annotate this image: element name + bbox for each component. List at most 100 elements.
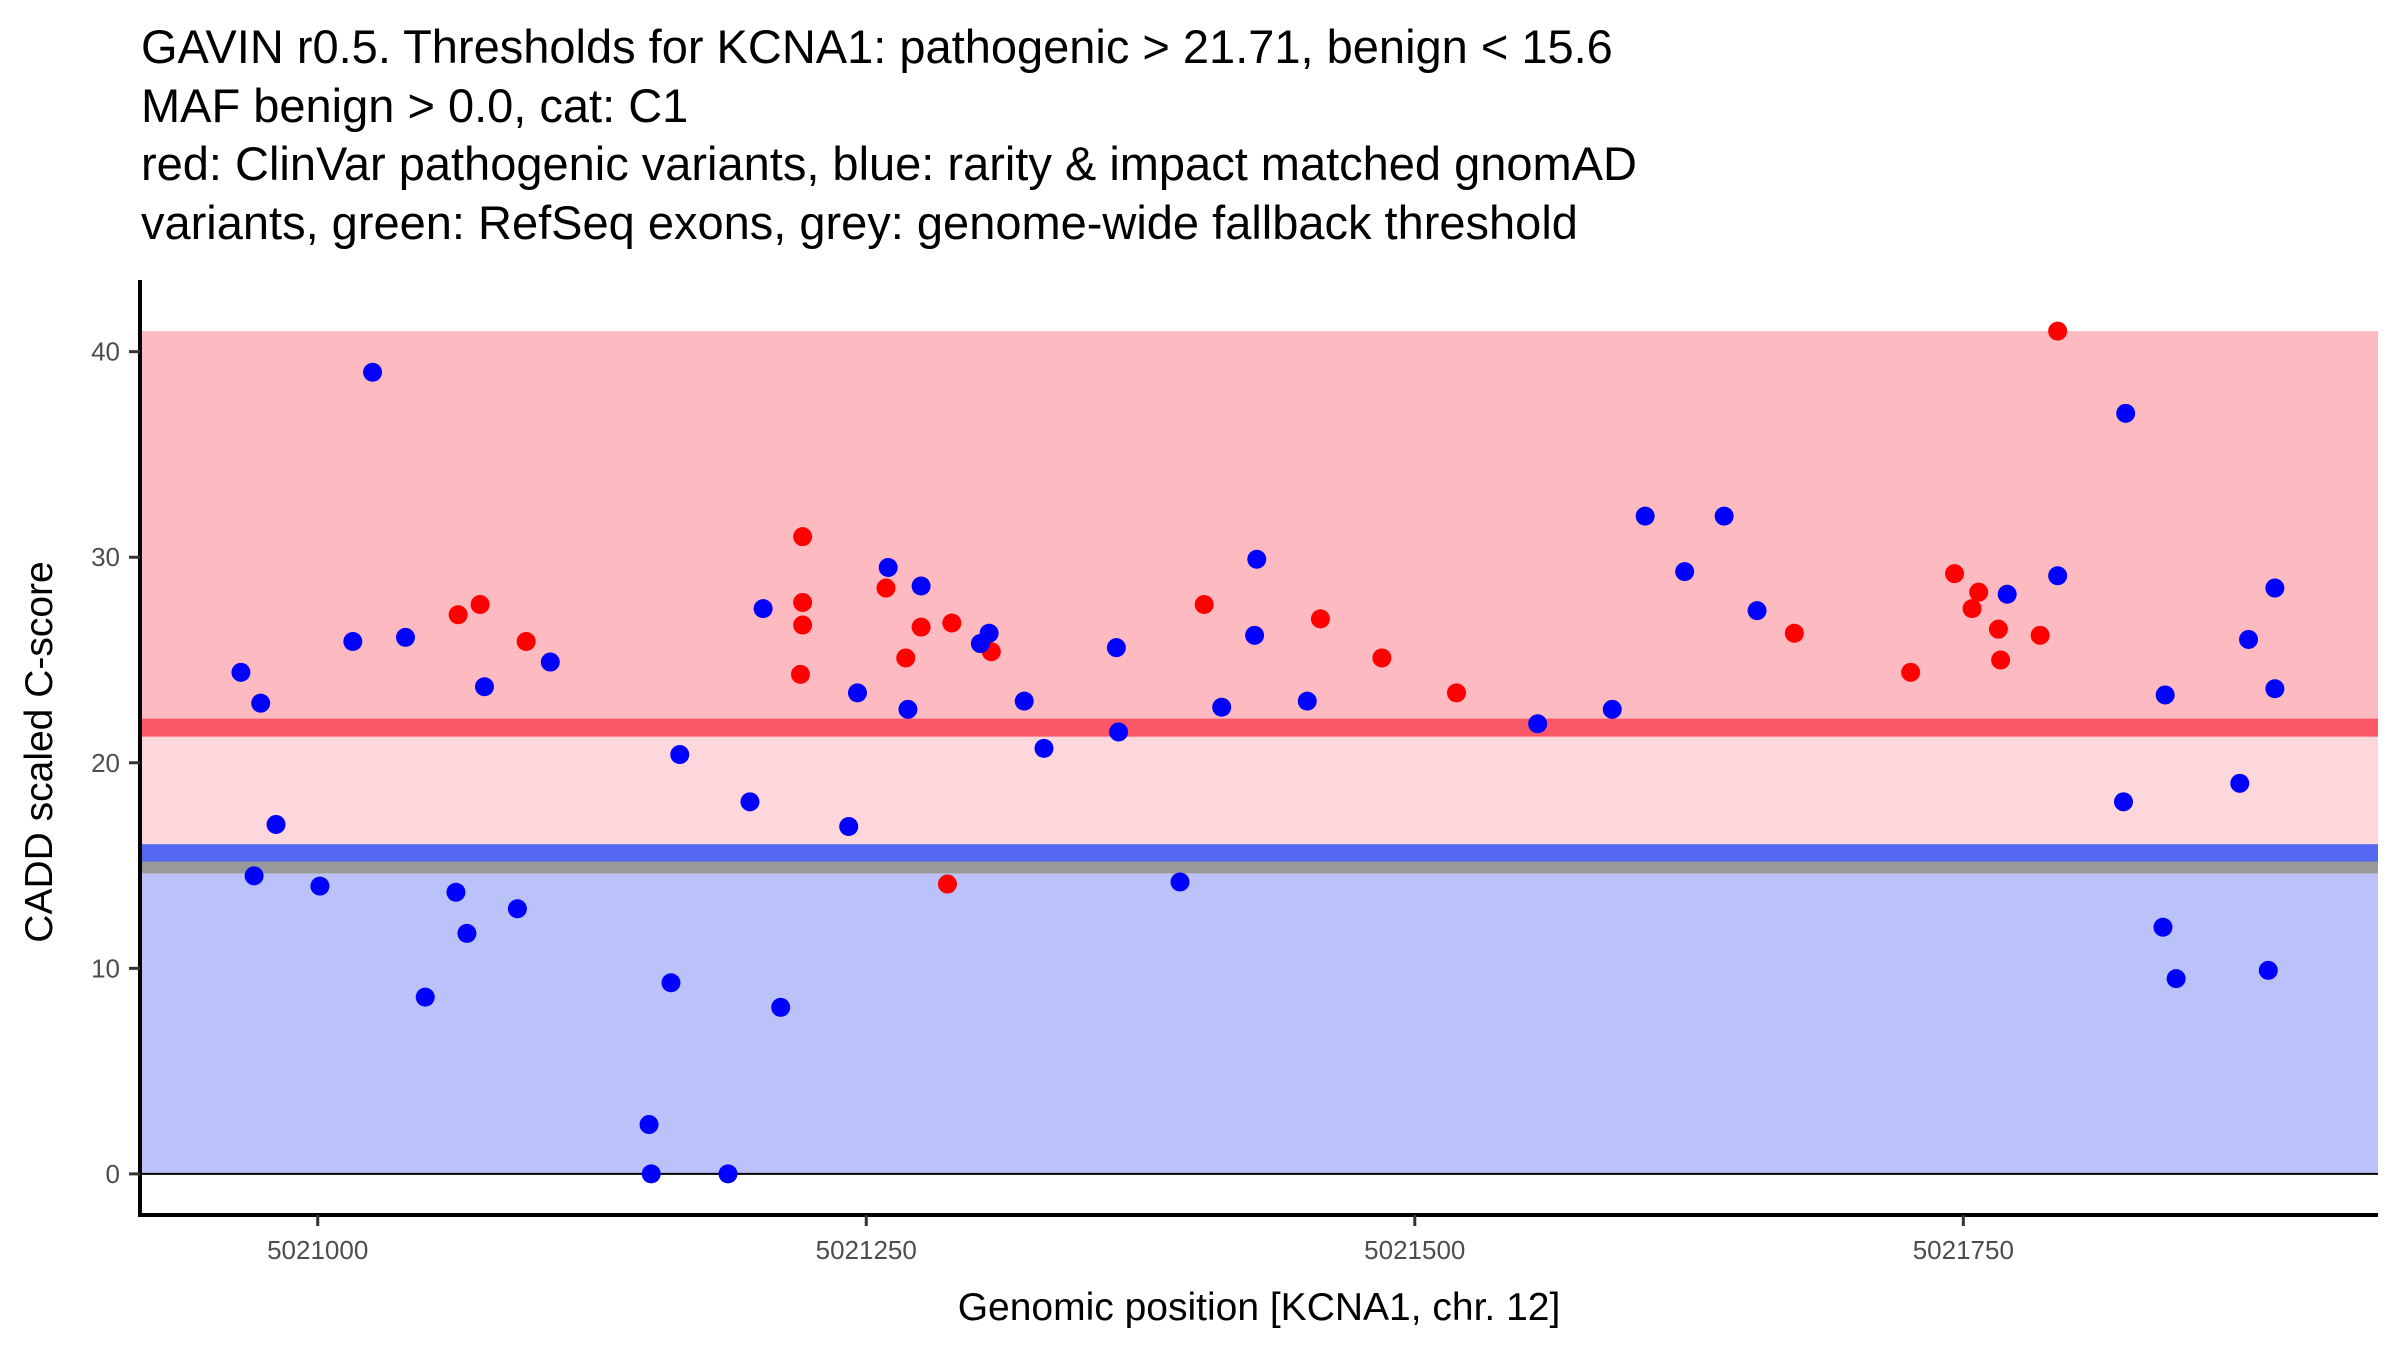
gnomad-point	[343, 632, 363, 651]
gnomad-point	[363, 362, 383, 382]
fallback-threshold-line	[142, 861, 2378, 874]
clinvar-point	[1969, 582, 1989, 602]
clinvar-point	[1784, 623, 1804, 643]
gnomad-point	[266, 814, 286, 834]
clinvar-point	[793, 592, 813, 612]
gnomad-point	[911, 576, 931, 596]
gnomad-point	[446, 882, 466, 902]
clinvar-point	[448, 605, 468, 625]
gnomad-point	[2153, 917, 2173, 937]
gnomad-point	[231, 662, 251, 682]
clinvar-point	[793, 527, 813, 547]
clinvar-point	[516, 632, 536, 651]
gnomad-point	[847, 683, 867, 703]
gnomad-point	[2166, 969, 2186, 989]
gnomad-point	[641, 1164, 661, 1184]
gnomad-point	[2048, 566, 2068, 586]
gnomad-point	[415, 987, 435, 1007]
gnomad-point	[1675, 562, 1695, 582]
benign-zone	[142, 873, 2378, 1174]
clinvar-point	[1962, 599, 1982, 619]
y-axis-title: CADD scaled C-score	[18, 561, 61, 942]
gnomad-point	[661, 973, 681, 993]
clinvar-point	[1945, 564, 1965, 584]
gnomad-point	[1714, 506, 1734, 526]
gnomad-point	[1247, 549, 1267, 569]
gnomad-point	[540, 652, 560, 672]
title-line-2: MAF benign > 0.0, cat: C1	[141, 79, 688, 132]
gnomad-point	[979, 623, 999, 643]
gnomad-point	[244, 866, 264, 886]
title-line-1: GAVIN r0.5. Thresholds for KCNA1: pathog…	[141, 20, 1613, 73]
gnomad-point	[1212, 697, 1232, 717]
clinvar-point	[2030, 625, 2050, 645]
clinvar-point	[896, 648, 916, 668]
gnomad-point	[2258, 960, 2278, 980]
threshold-lines	[142, 718, 2378, 874]
gnomad-point	[2239, 629, 2259, 649]
title-line-4: variants, green: RefSeq exons, grey: gen…	[141, 196, 1578, 249]
x-tick-label: 5021500	[1364, 1235, 1465, 1265]
clinvar-point	[937, 874, 957, 894]
x-tick-label: 5021250	[816, 1235, 917, 1265]
gnomad-point	[457, 923, 477, 943]
clinvar-point	[2048, 321, 2068, 341]
gnomad-point	[878, 558, 898, 577]
pathogenic-zone	[142, 331, 2378, 728]
y-axis-ticks: 0 10 20 30 40	[91, 337, 140, 1189]
gnomad-point	[1170, 872, 1190, 892]
benign-threshold-line	[142, 844, 2378, 863]
clinvar-point	[911, 617, 931, 637]
gnomad-point	[1109, 722, 1129, 742]
gnomad-point	[1034, 738, 1054, 758]
gnomad-point	[1635, 506, 1655, 526]
data-points	[231, 321, 2285, 1184]
axes	[138, 280, 2378, 1217]
x-axis-title: Genomic position [KCNA1, chr. 12]	[958, 1286, 1561, 1329]
gnomad-point	[507, 899, 527, 919]
gnomad-point	[2113, 792, 2133, 812]
gnomad-point	[2230, 773, 2250, 793]
gnomad-point	[718, 1164, 738, 1184]
pathogenic-threshold-line	[142, 718, 2378, 737]
gnomad-point	[1245, 625, 1265, 645]
gnomad-point	[1297, 691, 1317, 711]
clinvar-point	[876, 578, 896, 598]
gnomad-point	[1528, 714, 1548, 734]
gnomad-point	[639, 1115, 659, 1135]
title-line-3: red: ClinVar pathogenic variants, blue: …	[141, 137, 1637, 190]
gnomad-point	[753, 599, 773, 619]
gnomad-point	[1014, 691, 1034, 711]
gnomad-point	[251, 693, 271, 713]
gnomad-point	[839, 817, 859, 836]
y-tick-label: 10	[91, 953, 120, 983]
clinvar-point	[1446, 683, 1466, 703]
gnomad-point	[771, 997, 791, 1017]
y-tick-label: 30	[91, 542, 120, 572]
clinvar-point	[1372, 648, 1392, 668]
gnomad-point	[2265, 679, 2285, 699]
clinvar-point	[1988, 619, 2008, 639]
gnomad-point	[2116, 403, 2136, 423]
clinvar-point	[1991, 650, 2011, 670]
x-axis-ticks: 5021000 5021250 5021500 5021750	[267, 1215, 2014, 1265]
gnomad-point	[2155, 685, 2175, 705]
clinvar-point	[793, 615, 813, 635]
gnomad-point	[1602, 699, 1622, 719]
threshold-regions	[142, 331, 2378, 1174]
clinvar-point	[790, 664, 810, 684]
gnomad-point	[310, 876, 330, 896]
clinvar-point	[942, 613, 962, 633]
gnomad-point	[1997, 584, 2017, 604]
gnomad-point	[474, 677, 494, 697]
clinvar-point	[1194, 595, 1214, 614]
y-tick-label: 0	[106, 1159, 120, 1189]
uncertain-zone	[142, 727, 2378, 854]
gnomad-point	[395, 627, 415, 647]
y-tick-label: 40	[91, 337, 120, 367]
gnomad-point	[898, 699, 918, 719]
clinvar-point	[470, 595, 490, 614]
x-tick-label: 5021000	[267, 1235, 368, 1265]
gnomad-point	[740, 792, 760, 812]
